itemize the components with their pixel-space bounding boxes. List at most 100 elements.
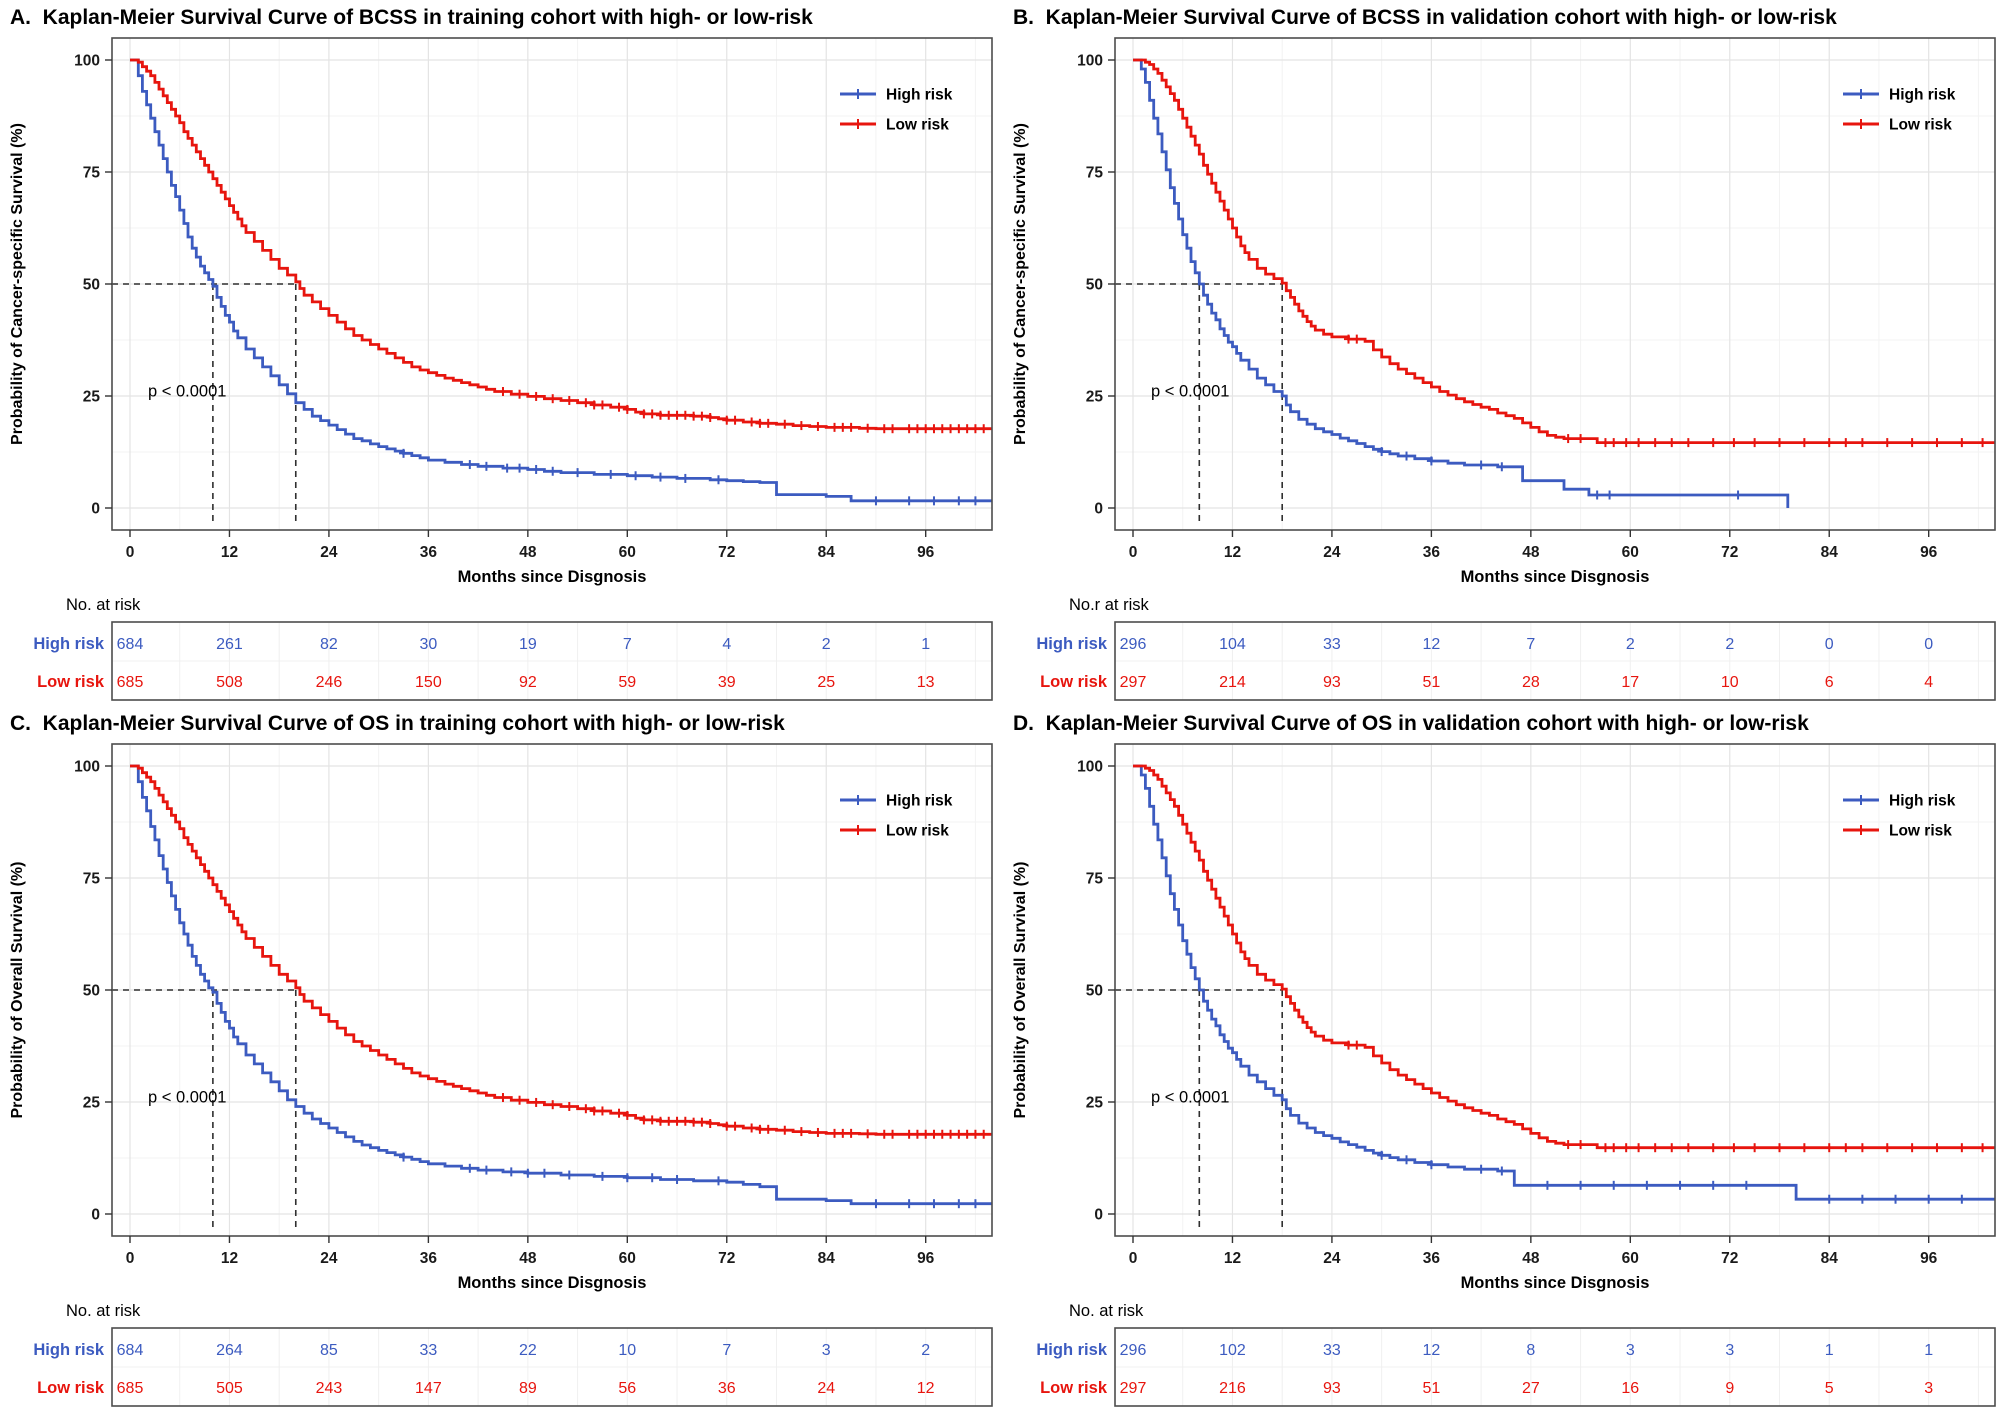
low-risk-curve xyxy=(1133,58,1995,444)
legend-label: High risk xyxy=(886,87,953,104)
risk-count: 684 xyxy=(117,636,144,653)
risk-count: 243 xyxy=(316,1380,343,1397)
panel-B: B. Kaplan-Meier Survival Curve of BCSS i… xyxy=(1003,0,2006,706)
risk-count: 216 xyxy=(1219,1380,1246,1397)
x-tick-label: 0 xyxy=(1129,544,1138,561)
risk-count: 92 xyxy=(519,674,537,691)
axis-ticks xyxy=(105,765,927,1243)
risk-table-header: No.r at risk xyxy=(1069,596,1150,614)
legend-item-low-risk: Low risk xyxy=(840,823,949,840)
x-tick-label: 84 xyxy=(1821,1250,1839,1267)
risk-count: 297 xyxy=(1120,674,1147,691)
risk-count: 0 xyxy=(1825,636,1834,653)
p-value-label: p < 0.0001 xyxy=(1151,383,1229,401)
risk-count: 33 xyxy=(1323,636,1341,653)
risk-count: 9 xyxy=(1725,1380,1734,1397)
risk-count: 3 xyxy=(1725,1342,1734,1359)
y-tick-label: 75 xyxy=(83,871,101,888)
risk-count: 296 xyxy=(1120,636,1147,653)
risk-count: 297 xyxy=(1120,1380,1147,1397)
risk-count: 3 xyxy=(1626,1342,1635,1359)
x-tick-label: 96 xyxy=(917,1250,935,1267)
x-tick-label: 84 xyxy=(818,544,836,561)
risk-count: 85 xyxy=(320,1342,338,1359)
legend-item-low-risk: Low risk xyxy=(1843,117,1952,134)
x-tick-label: 12 xyxy=(221,544,238,561)
y-tick-label: 100 xyxy=(1077,53,1103,70)
y-tick-label: 0 xyxy=(1094,1207,1103,1224)
y-tick-label: 75 xyxy=(1086,165,1104,182)
legend-label: High risk xyxy=(886,793,953,810)
p-value-label: p < 0.0001 xyxy=(148,383,226,401)
risk-count: 13 xyxy=(917,674,935,691)
risk-count: 508 xyxy=(216,674,243,691)
risk-count: 6 xyxy=(1825,674,1834,691)
y-tick-label: 50 xyxy=(83,277,100,294)
p-value-label: p < 0.0001 xyxy=(148,1089,226,1107)
median-dashed-lines xyxy=(112,989,297,1232)
risk-row-label-low-risk: Low risk xyxy=(37,1379,105,1397)
risk-count: 56 xyxy=(618,1380,636,1397)
risk-count: 82 xyxy=(320,636,338,653)
low-risk-censor-marks xyxy=(498,387,989,434)
risk-count: 104 xyxy=(1219,636,1246,653)
x-tick-label: 72 xyxy=(718,544,735,561)
risk-row-label-low-risk: Low risk xyxy=(1040,673,1108,691)
legend-label: Low risk xyxy=(886,823,949,840)
high-risk-curve xyxy=(1133,764,1995,1201)
low-risk-censor-marks xyxy=(1344,334,1988,448)
high-risk-curve xyxy=(130,764,992,1206)
x-tick-label: 96 xyxy=(1920,1250,1938,1267)
risk-table-grid xyxy=(1115,1328,1995,1406)
risk-count: 505 xyxy=(216,1380,243,1397)
risk-count: 685 xyxy=(117,674,144,691)
x-tick-label: 96 xyxy=(1920,544,1938,561)
panel-B-title: B. Kaplan-Meier Survival Curve of BCSS i… xyxy=(1013,6,1837,29)
low-risk-censor-marks xyxy=(498,1093,989,1139)
risk-row-label-low-risk: Low risk xyxy=(37,673,105,691)
risk-row-label-high-risk: High risk xyxy=(1036,1341,1107,1359)
y-tick-label: 100 xyxy=(74,759,100,776)
risk-count: 684 xyxy=(117,1342,144,1359)
risk-table-header: No. at risk xyxy=(66,596,141,614)
panel-B-plot: p < 0.0001 High risk Low risk 0 12 24 36 48 60 72… xyxy=(1003,30,2006,706)
risk-count: 1 xyxy=(1825,1342,1834,1359)
risk-count: 22 xyxy=(519,1342,537,1359)
x-tick-label: 48 xyxy=(1522,544,1540,561)
risk-count: 150 xyxy=(415,674,442,691)
risk-count: 1 xyxy=(1924,1342,1933,1359)
high-risk-censor-marks xyxy=(399,448,980,506)
legend-item-low-risk: Low risk xyxy=(840,117,949,134)
x-tick-label: 84 xyxy=(1821,544,1839,561)
risk-count: 17 xyxy=(1621,674,1639,691)
risk-table-border xyxy=(111,1327,993,1407)
high-risk-curve xyxy=(1133,58,1790,508)
risk-count: 214 xyxy=(1219,674,1246,691)
risk-table-border xyxy=(111,621,993,701)
risk-count: 25 xyxy=(817,674,835,691)
risk-count: 59 xyxy=(618,674,636,691)
risk-count: 4 xyxy=(1924,674,1933,691)
risk-count: 1 xyxy=(921,636,930,653)
risk-count: 93 xyxy=(1323,674,1341,691)
panel-D-plot: p < 0.0001 High risk Low risk 0 12 24 36 48 60 72… xyxy=(1003,736,2006,1412)
risk-count: 7 xyxy=(623,636,632,653)
risk-table-grid xyxy=(112,622,992,700)
x-tick-label: 24 xyxy=(320,544,338,561)
risk-count: 2 xyxy=(822,636,831,653)
panel-C: C. Kaplan-Meier Survival Curve of OS in … xyxy=(0,706,1003,1412)
x-axis-label: Months since Disgnosis xyxy=(458,568,647,586)
x-tick-label: 12 xyxy=(221,1250,238,1267)
panel-A-title: A. Kaplan-Meier Survival Curve of BCSS i… xyxy=(10,6,813,29)
risk-count: 16 xyxy=(1621,1380,1639,1397)
risk-count: 2 xyxy=(921,1342,930,1359)
x-tick-label: 60 xyxy=(1622,1250,1639,1267)
risk-count: 296 xyxy=(1120,1342,1147,1359)
median-dashed-lines xyxy=(1115,283,1283,526)
grid-major xyxy=(112,744,992,1236)
y-tick-label: 75 xyxy=(83,165,101,182)
y-tick-label: 25 xyxy=(1086,389,1104,406)
axis-ticks xyxy=(1108,59,1930,537)
